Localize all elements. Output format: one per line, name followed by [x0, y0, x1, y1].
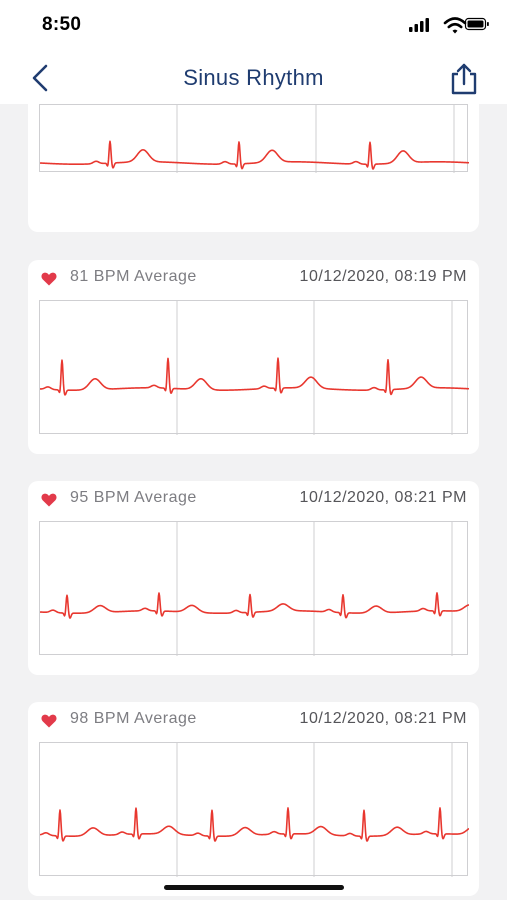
bpm-average-label: 81 BPM Average — [70, 268, 197, 285]
status-bar: 8:50 — [0, 0, 507, 52]
ecg-waveform — [40, 357, 469, 396]
bpm-average-label: 95 BPM Average — [70, 489, 197, 506]
share-button[interactable] — [448, 62, 480, 96]
wifi-icon — [443, 17, 467, 34]
recording-card[interactable]: 98 BPM Average 10/12/2020, 08:21 PM — [28, 702, 479, 896]
recording-card[interactable]: 95 BPM Average 10/12/2020, 08:21 PM — [28, 481, 479, 675]
recording-timestamp: 10/12/2020, 08:21 PM — [299, 710, 467, 727]
recordings-list[interactable]: 81 BPM Average 10/12/2020, 08:19 PM 95 B… — [0, 104, 507, 900]
share-icon — [451, 63, 477, 95]
ecg-trace — [40, 522, 469, 656]
page-title: Sinus Rhythm — [183, 65, 324, 90]
ecg-trace — [40, 301, 469, 435]
nav-bar: Sinus Rhythm — [0, 52, 507, 104]
ecg-strip — [39, 521, 469, 656]
recording-card[interactable]: 81 BPM Average 10/12/2020, 08:19 PM — [28, 260, 479, 454]
ecg-trace — [40, 105, 469, 173]
back-button[interactable] — [26, 63, 56, 93]
home-indicator[interactable] — [164, 885, 344, 890]
ecg-waveform — [40, 140, 469, 170]
status-icons — [409, 17, 489, 34]
recording-timestamp: 10/12/2020, 08:19 PM — [299, 268, 467, 285]
ecg-waveform — [40, 592, 469, 619]
card-header: 95 BPM Average 10/12/2020, 08:21 PM — [28, 481, 479, 517]
card-header: 98 BPM Average 10/12/2020, 08:21 PM — [28, 702, 479, 738]
heart-icon — [41, 272, 57, 286]
heart-icon — [41, 493, 57, 507]
ecg-strip — [39, 742, 469, 877]
ecg-strip — [39, 104, 469, 173]
ecg-waveform — [40, 807, 469, 842]
signal-icon — [409, 18, 429, 32]
ecg-strip — [39, 300, 469, 435]
heart-icon — [41, 714, 57, 728]
bpm-average-label: 98 BPM Average — [70, 710, 197, 727]
ecg-trace — [40, 743, 469, 877]
battery-icon — [464, 17, 489, 31]
chevron-left-icon — [32, 64, 48, 92]
recording-card[interactable] — [28, 104, 479, 232]
recording-timestamp: 10/12/2020, 08:21 PM — [299, 489, 467, 506]
card-header: 81 BPM Average 10/12/2020, 08:19 PM — [28, 260, 479, 296]
status-time: 8:50 — [42, 14, 82, 35]
